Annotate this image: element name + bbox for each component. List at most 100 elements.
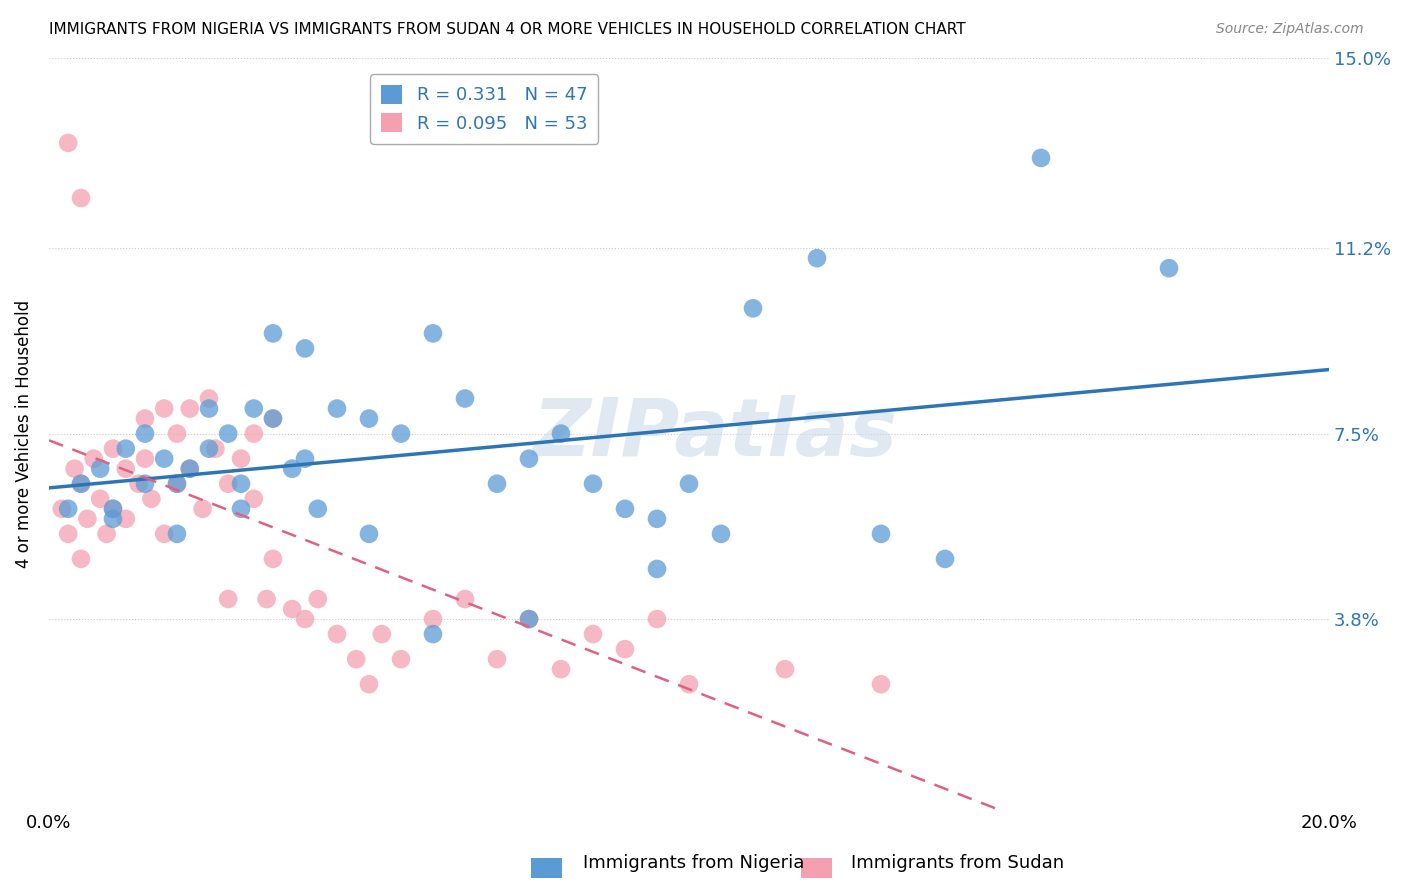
Point	[153, 526, 176, 541]
Point	[242, 401, 264, 416]
Text: IMMIGRANTS FROM NIGERIA VS IMMIGRANTS FROM SUDAN 4 OR MORE VEHICLES IN HOUSEHOLD: IMMIGRANTS FROM NIGERIA VS IMMIGRANTS FR…	[49, 22, 966, 37]
Point	[294, 451, 316, 466]
Point	[198, 401, 221, 416]
Point	[70, 191, 93, 205]
Point	[242, 491, 264, 506]
Point	[217, 426, 239, 441]
Point	[281, 602, 304, 616]
Point	[134, 411, 156, 425]
Point	[256, 592, 278, 607]
Point	[153, 401, 176, 416]
Point	[517, 451, 540, 466]
Point	[153, 451, 176, 466]
Point	[934, 552, 956, 566]
Point	[166, 526, 188, 541]
Point	[101, 501, 124, 516]
Y-axis label: 4 or more Vehicles in Household: 4 or more Vehicles in Household	[15, 300, 32, 567]
Point	[114, 512, 136, 526]
Point	[70, 476, 93, 491]
Point	[166, 476, 188, 491]
Point	[83, 451, 105, 466]
Point	[262, 326, 284, 341]
Point	[179, 461, 201, 475]
Point	[1157, 261, 1180, 276]
Text: Immigrants from Sudan: Immigrants from Sudan	[851, 855, 1064, 872]
Point	[262, 411, 284, 425]
Point	[422, 326, 444, 341]
Point	[191, 501, 214, 516]
Point	[773, 662, 796, 676]
Point	[262, 552, 284, 566]
Point	[134, 426, 156, 441]
Point	[294, 342, 316, 356]
Point	[56, 501, 79, 516]
Point	[51, 501, 73, 516]
Point	[307, 501, 329, 516]
Point	[198, 392, 221, 406]
Point	[262, 411, 284, 425]
Point	[870, 526, 893, 541]
Point	[229, 476, 252, 491]
Point	[357, 677, 380, 691]
Point	[101, 442, 124, 456]
Point	[294, 612, 316, 626]
Point	[326, 401, 349, 416]
Point	[517, 612, 540, 626]
Point	[326, 627, 349, 641]
Point	[89, 491, 111, 506]
Point	[307, 592, 329, 607]
Point	[344, 652, 367, 666]
Point	[371, 627, 394, 641]
Text: Immigrants from Nigeria: Immigrants from Nigeria	[583, 855, 804, 872]
Point	[1029, 151, 1052, 165]
Point	[357, 526, 380, 541]
Point	[678, 476, 700, 491]
Point	[281, 461, 304, 475]
Point	[389, 426, 412, 441]
Point	[217, 476, 239, 491]
Point	[134, 476, 156, 491]
Point	[114, 442, 136, 456]
Point	[242, 426, 264, 441]
Point	[485, 652, 508, 666]
Point	[141, 491, 163, 506]
Point	[710, 526, 733, 541]
Point	[128, 476, 150, 491]
Point	[742, 301, 765, 316]
Point	[76, 512, 98, 526]
Point	[179, 461, 201, 475]
Point	[134, 451, 156, 466]
Point	[56, 526, 79, 541]
Point	[422, 612, 444, 626]
Point	[204, 442, 226, 456]
Point	[70, 552, 93, 566]
Point	[389, 652, 412, 666]
Point	[454, 592, 477, 607]
Point	[229, 451, 252, 466]
Point	[114, 461, 136, 475]
Point	[582, 476, 605, 491]
Point	[645, 612, 668, 626]
Point	[870, 677, 893, 691]
Point	[357, 411, 380, 425]
Point	[101, 512, 124, 526]
Point	[582, 627, 605, 641]
Point	[96, 526, 118, 541]
Point	[485, 476, 508, 491]
Point	[614, 501, 637, 516]
Text: ZIPatlas: ZIPatlas	[531, 394, 897, 473]
Legend: R = 0.331   N = 47, R = 0.095   N = 53: R = 0.331 N = 47, R = 0.095 N = 53	[370, 74, 599, 144]
Point	[198, 442, 221, 456]
Point	[806, 251, 828, 265]
Point	[422, 627, 444, 641]
Point	[678, 677, 700, 691]
Point	[454, 392, 477, 406]
Point	[614, 642, 637, 657]
Point	[166, 476, 188, 491]
Point	[89, 461, 111, 475]
Point	[101, 501, 124, 516]
Point	[179, 401, 201, 416]
Point	[166, 426, 188, 441]
Point	[56, 136, 79, 150]
Point	[517, 612, 540, 626]
